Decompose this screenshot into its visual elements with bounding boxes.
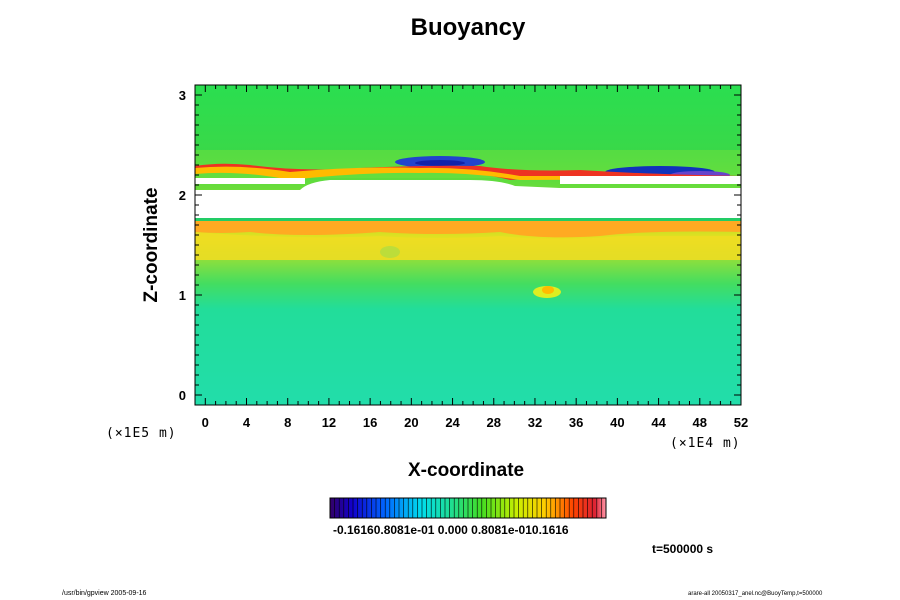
- footer-source: arare-all 20050317_anel.nc@BuoyTemp,t=50…: [688, 591, 823, 597]
- colorbar-label-0: -0.1616: [333, 523, 374, 537]
- time-annotation: t=500000 s: [652, 542, 714, 556]
- x-tick-label: 32: [528, 415, 542, 430]
- x-tick-label: 44: [651, 415, 666, 430]
- x-axis-label: X-coordinate: [408, 460, 525, 481]
- y-tick-label: 0: [179, 388, 186, 403]
- x-tick-label: 12: [322, 415, 336, 430]
- footer-command: /usr/bin/gpview 2005-09-16: [62, 590, 147, 597]
- colorbar-label-2: 0.000: [437, 523, 468, 537]
- x-tick-label: 48: [693, 415, 707, 430]
- x-tick-label: 40: [610, 415, 624, 430]
- heatmap-field: [195, 85, 741, 405]
- y-tick-label: 2: [179, 188, 186, 203]
- chart-title: Buoyancy: [410, 14, 526, 41]
- x-tick-label: 36: [569, 415, 583, 430]
- y-tick-label: 3: [179, 88, 186, 103]
- x-tick-label: 8: [284, 415, 291, 430]
- y-axis-label: Z-coordinate: [141, 187, 162, 303]
- x-tick-label: 52: [734, 415, 748, 430]
- x-axis: 0 4 8 12 16 20 24 28 32 36 40 44 48 52: [194, 85, 748, 430]
- y-tick-label: 1: [179, 288, 186, 303]
- x-axis-unit: (×1E4 m): [670, 436, 741, 451]
- x-tick-label: 0: [202, 415, 209, 430]
- colorbar-segments: [334, 498, 602, 518]
- colorbar-labels: -0.16160.8081e-01 0.000 0.8081e-010.1616: [333, 523, 569, 537]
- x-tick-label: 20: [404, 415, 418, 430]
- colorbar-label-4: 0.1616: [531, 523, 569, 537]
- y-axis-unit: (×1E5 m): [106, 426, 177, 441]
- colorbar-label-1: 0.8081e-01: [373, 523, 435, 537]
- colorbar-label-3: 0.8081e-01: [471, 523, 532, 537]
- x-tick-label: 16: [363, 415, 377, 430]
- y-axis: 0 1 2 3: [179, 84, 741, 403]
- x-tick-label: 24: [445, 415, 460, 430]
- x-tick-label: 4: [243, 415, 251, 430]
- x-tick-label: 28: [487, 415, 501, 430]
